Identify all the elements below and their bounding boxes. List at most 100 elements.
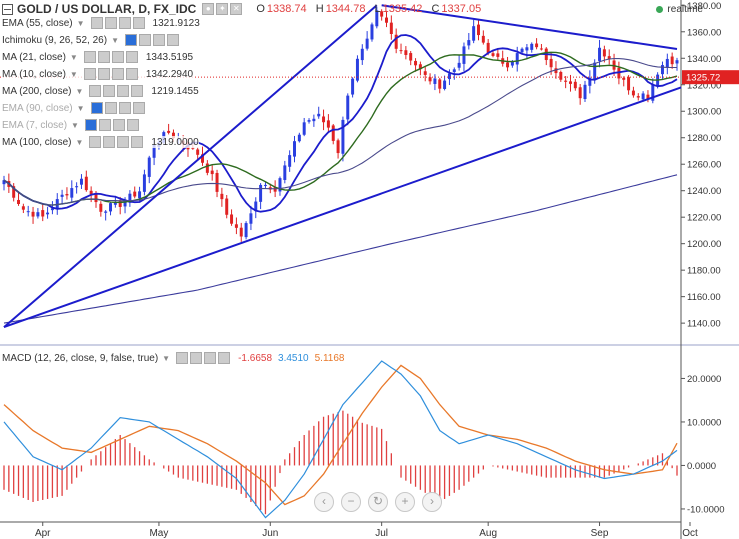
candle-body: [525, 47, 529, 51]
candle-body: [394, 34, 398, 49]
gear-icon: [104, 17, 117, 29]
candle-body: [573, 81, 577, 89]
candle-body: [12, 186, 16, 198]
candle-body: [467, 40, 471, 46]
eye-icon[interactable]: ●: [202, 3, 215, 15]
moving-average-line: [3, 58, 677, 206]
candle-body: [201, 154, 205, 163]
candle-body: [380, 11, 384, 17]
moving-average-line: [3, 51, 678, 206]
macd-tick-label: 20.0000: [687, 374, 721, 385]
macd-legend[interactable]: MACD (12, 26, close, 9, false, true) ▼ -1…: [2, 352, 345, 364]
candle-body: [438, 79, 442, 89]
current-price-label: 1325.72: [686, 73, 720, 84]
indicator-ema55[interactable]: EMA (55, close) ▼ 1321.9123: [2, 17, 200, 29]
price-tick-label: 1340.00: [687, 54, 721, 65]
candle-body: [196, 149, 200, 155]
close-icon: [132, 102, 145, 114]
candle-body: [210, 170, 214, 175]
close-icon: [131, 85, 144, 97]
candle-body: [360, 48, 364, 61]
close-icon: [126, 119, 139, 131]
candle-body: [675, 60, 679, 64]
candle-body: [414, 60, 418, 66]
current-price-badge: [682, 70, 739, 85]
indicator-ma100[interactable]: MA (100, close) ▼ 1319.0000: [2, 136, 199, 148]
scroll-left-icon[interactable]: ‹: [314, 492, 334, 512]
candle-body: [593, 62, 597, 81]
chevron-down-icon: ▼: [75, 137, 84, 147]
reset-icon[interactable]: ↻: [368, 492, 388, 512]
macd-signal-value: 5.1168: [314, 352, 345, 364]
indicator-ichimoku[interactable]: Ichimoku (9, 26, 52, 26) ▼: [2, 34, 181, 46]
price-tick-label: 1260.00: [687, 160, 721, 171]
price-tick-label: 1320.00: [687, 80, 721, 91]
time-tick-label: Jul: [375, 528, 388, 539]
low-value: 1335.42: [382, 3, 423, 15]
candle-body: [385, 17, 388, 23]
candle-body: [46, 212, 50, 215]
zoom-in-icon[interactable]: +: [395, 492, 415, 512]
trendline: [3, 4, 378, 328]
chevron-down-icon: ▼: [69, 69, 78, 79]
macd-line: [3, 360, 678, 519]
indicator-ma10[interactable]: MA (10, close) ▼ 1342.2940: [2, 68, 194, 80]
gear-icon: [190, 352, 203, 364]
collapse-icon[interactable]: [2, 3, 13, 15]
indicator-ema7[interactable]: EMA (7, close) ▼: [2, 119, 141, 131]
price-tick-label: 1220.00: [687, 213, 721, 224]
candle-body: [104, 211, 108, 213]
candle-body: [171, 132, 175, 139]
candle-body: [220, 193, 224, 200]
plus-icon: [118, 102, 131, 114]
plus-icon: [204, 352, 217, 364]
candle-body: [530, 43, 534, 50]
time-tick-label: Aug: [479, 528, 497, 539]
gear-icon[interactable]: ✦: [216, 3, 229, 15]
candle-body: [123, 201, 127, 207]
candle-body: [191, 147, 195, 149]
close-icon: [125, 68, 138, 80]
gear-icon: [104, 102, 117, 114]
candle-body: [331, 125, 335, 141]
macd-line-value: 3.4510: [278, 352, 309, 364]
candle-body: [239, 227, 243, 237]
candle-body: [167, 130, 171, 133]
candle-body: [433, 78, 437, 84]
indicator-ma21[interactable]: MA (21, close) ▼ 1343.5195: [2, 51, 194, 63]
indicator-value: 1219.1455: [151, 85, 199, 97]
zoom-out-icon[interactable]: −: [341, 492, 361, 512]
candle-body: [254, 201, 258, 212]
candle-body: [307, 120, 311, 122]
candle-body: [36, 212, 40, 217]
candle-body: [31, 211, 35, 217]
candle-body: [297, 134, 301, 142]
candle-body: [89, 190, 93, 195]
candle-body: [99, 203, 103, 212]
close-icon: [166, 34, 179, 46]
gear-icon: [103, 136, 116, 148]
candle-body: [346, 95, 350, 120]
candle-body: [55, 199, 59, 209]
candle-body: [472, 26, 476, 41]
candle-body: [322, 116, 326, 123]
indicator-ma200[interactable]: MA (200, close) ▼ 1219.1455: [2, 85, 199, 97]
time-tick-label: Jun: [262, 528, 278, 539]
eye-icon: [83, 68, 96, 80]
symbol-header: GOLD / US DOLLAR, D, FX_IDC ● ✦ ✕ O 1338.…: [2, 2, 481, 16]
candle-body: [486, 42, 490, 54]
candle-body: [2, 180, 6, 185]
trendline: [3, 86, 682, 329]
indicator-value: 1319.0000: [151, 136, 199, 148]
indicator-ema90[interactable]: EMA (90, close) ▼: [2, 102, 147, 114]
chart-navigation: ‹ − ↻ + ›: [314, 492, 449, 512]
gear-icon: [103, 85, 116, 97]
symbol-buttons[interactable]: ● ✦ ✕: [202, 3, 244, 15]
candle-body: [636, 96, 640, 98]
scroll-right-icon[interactable]: ›: [422, 492, 442, 512]
eye-icon: [90, 102, 103, 114]
candle-body: [26, 211, 30, 213]
candle-body: [230, 214, 234, 224]
close-icon[interactable]: ✕: [230, 3, 243, 15]
